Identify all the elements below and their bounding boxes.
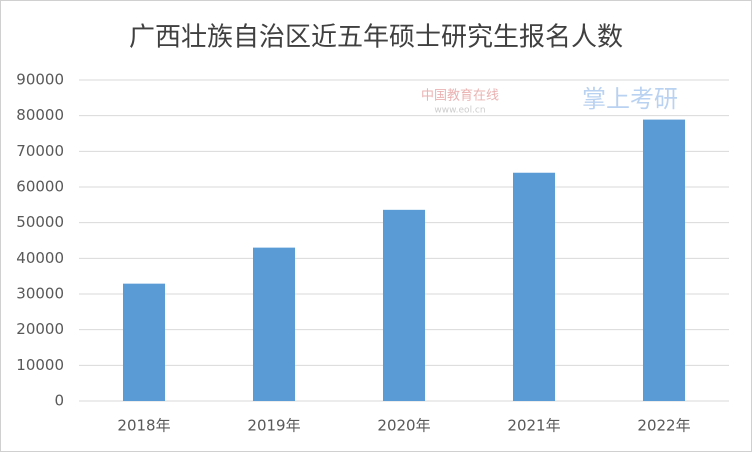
- watermark: 中国教育在线: [421, 88, 499, 104]
- bar: [383, 209, 425, 401]
- y-tick-label: 10000: [16, 356, 64, 374]
- bar: [123, 283, 165, 401]
- x-tick-label: 2022年: [637, 417, 690, 435]
- chart-title: 广西壮族自治区近五年硕士研究生报名人数: [129, 23, 623, 53]
- bar: [253, 247, 295, 401]
- watermark: www.eol.cn: [434, 106, 485, 116]
- y-tick-label: 90000: [16, 71, 64, 89]
- x-tick-label: 2020年: [377, 417, 430, 435]
- x-tick-label: 2018年: [117, 417, 170, 435]
- y-tick-label: 40000: [16, 249, 64, 267]
- y-tick-label: 20000: [16, 320, 64, 338]
- y-tick-label: 80000: [16, 106, 64, 124]
- watermark: 掌上考研: [582, 85, 678, 113]
- x-tick-label: 2019年: [247, 417, 300, 435]
- x-tick-label: 2021年: [507, 417, 560, 435]
- y-tick-label: 60000: [16, 178, 64, 196]
- y-tick-label: 30000: [16, 285, 64, 303]
- bar: [513, 172, 555, 401]
- y-tick-label: 0: [54, 392, 64, 410]
- y-tick-label: 50000: [16, 213, 64, 231]
- bar: [643, 119, 685, 401]
- y-tick-label: 70000: [16, 142, 64, 160]
